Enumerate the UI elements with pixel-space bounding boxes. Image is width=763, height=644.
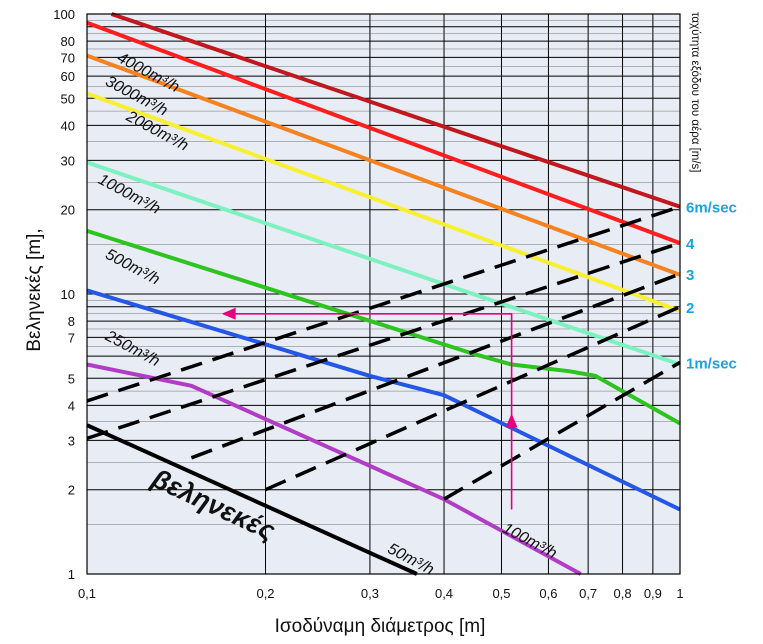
y-tick-label: 7 xyxy=(68,330,75,345)
y-tick-label: 20 xyxy=(61,203,75,218)
x-tick-label: 0,2 xyxy=(256,586,274,601)
velocity-lines xyxy=(86,205,681,501)
y-tick-label: 70 xyxy=(61,50,75,65)
velocity-line xyxy=(190,272,681,460)
series-line xyxy=(110,12,681,209)
x-tick-label: 0,1 xyxy=(78,586,96,601)
y-tick-label: 5 xyxy=(68,371,75,386)
plot-frame xyxy=(86,13,681,575)
y-tick-label: 80 xyxy=(61,34,75,49)
x-tick-label: 0,5 xyxy=(492,586,510,601)
right-axis-label: ταχύτητα εξόδου του αέρα [m/s] xyxy=(689,12,701,173)
x-tick-label: 0,4 xyxy=(435,586,453,601)
y-tick-label: 30 xyxy=(61,153,75,168)
y-axis-label: Βεληνεκές [m], xyxy=(24,228,45,351)
x-tick-label: 0,6 xyxy=(539,586,557,601)
series-line xyxy=(86,91,681,313)
series-line xyxy=(86,288,681,512)
y-tick-label: 100 xyxy=(53,7,75,22)
series-line xyxy=(86,53,681,277)
example-path-line xyxy=(223,313,513,510)
example-path xyxy=(221,307,518,510)
x-tick-label: 0,8 xyxy=(613,586,631,601)
y-tick-label: 1 xyxy=(68,567,75,582)
velocity-line xyxy=(264,305,681,492)
velocity-line xyxy=(86,241,681,441)
velocity-line xyxy=(443,360,681,501)
y-tick-label: 4 xyxy=(68,398,75,413)
y-tick-label: 3 xyxy=(68,433,75,448)
velocity-line xyxy=(86,205,681,403)
y-tick-label: 10 xyxy=(61,287,75,302)
velocity-label: 4 xyxy=(686,236,695,253)
series-line xyxy=(86,20,681,245)
x-tick-label: 1 xyxy=(676,586,683,601)
x-axis-label: Ισοδύναμη διάμετρος [m] xyxy=(275,616,486,637)
x-tick-label: 0,7 xyxy=(579,586,597,601)
velocity-label: 3 xyxy=(686,267,694,284)
ticks: 0,1 0,2 0,3 0,4 0,5 0,6 0,7 0,8 0,9 1 1 2 3 4 5 78 10 20 3… xyxy=(53,7,683,601)
x-tick-label: 0,3 xyxy=(361,586,379,601)
series-line xyxy=(86,423,418,576)
velocity-label: 6m/sec xyxy=(686,200,737,217)
y-tick-label: 2 xyxy=(68,483,75,498)
example-arrow-left xyxy=(221,307,236,320)
y-tick-label: 50 xyxy=(61,91,75,106)
example-arrow-up xyxy=(505,413,518,428)
y-tick-label: 8 xyxy=(68,314,75,329)
series-line xyxy=(86,160,681,367)
series-line xyxy=(86,362,582,576)
y-tick-label: 60 xyxy=(61,69,75,84)
velocity-label: 2 xyxy=(686,300,694,317)
x-tick-label: 0,9 xyxy=(644,586,662,601)
velocity-label: 1m/sec xyxy=(686,355,737,372)
y-tick-label: 40 xyxy=(61,118,75,133)
